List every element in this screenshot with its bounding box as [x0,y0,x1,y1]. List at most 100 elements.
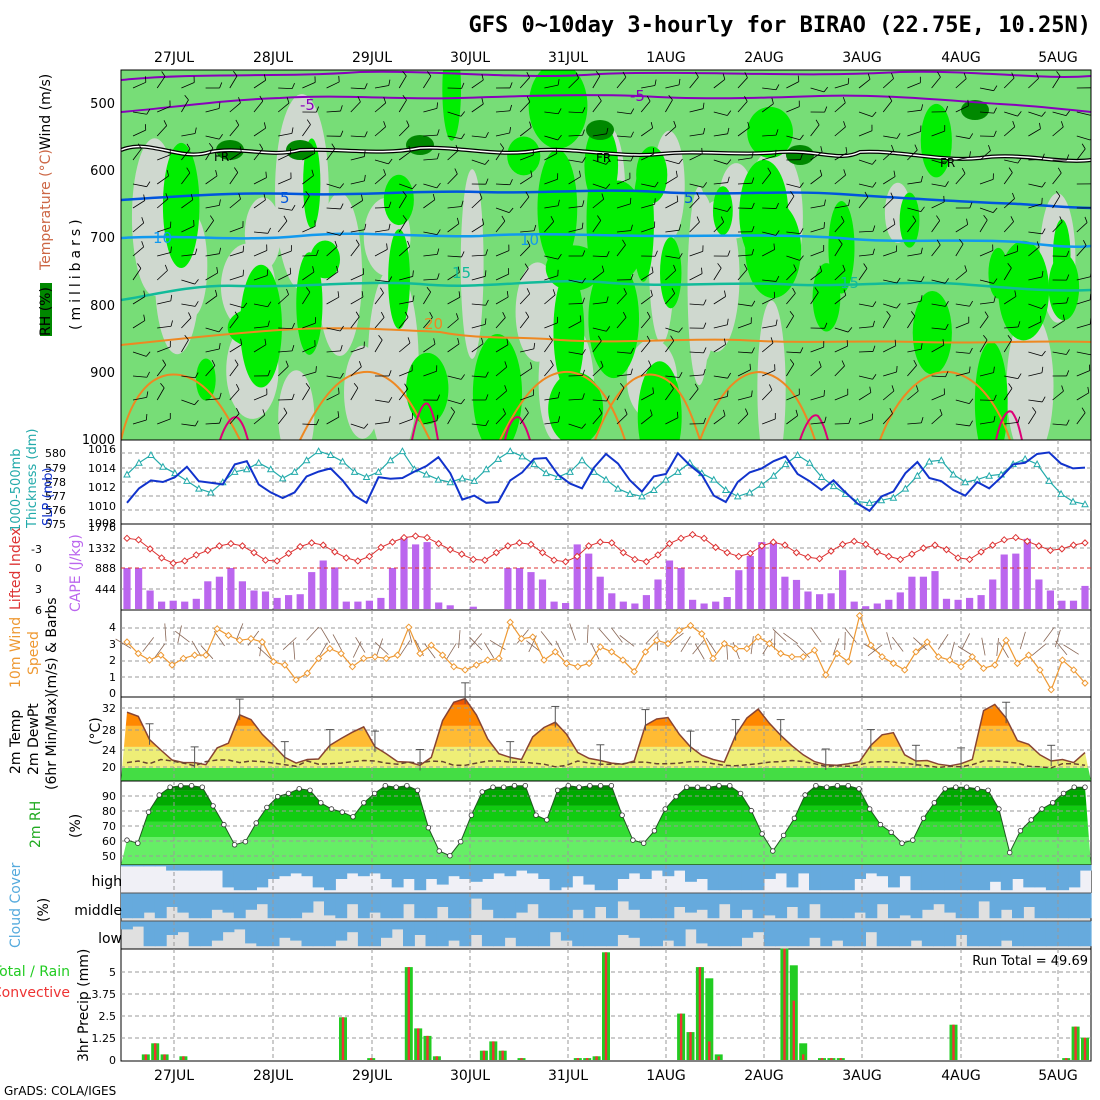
cloud-cell-low [425,921,438,947]
barb-flag [194,127,197,134]
wind-barb [253,370,271,377]
barb-flag [703,417,707,424]
wind-speed-point [348,662,357,671]
cloud-cell-high [899,865,912,877]
barb-flag [526,288,531,294]
cloud-cell-low [233,921,246,930]
barb-shaft [350,423,365,429]
barb-shaft [205,422,220,425]
barb-shaft [181,279,195,285]
wind-barb [181,167,191,185]
thickness-point [326,451,335,459]
wind-barb [810,287,819,305]
rh-point [824,784,830,790]
wind-barb [665,94,673,113]
barb-shaft [737,303,752,307]
precip-conv-bar [604,952,608,1060]
barb-flag [504,361,508,368]
barb-flag [233,71,238,77]
wind-barb [229,119,240,137]
wind-barb [253,95,264,113]
wind-barb [689,267,703,281]
wind-speed-point [765,639,774,648]
thickness-point [614,484,622,492]
barb-shaft [471,303,486,306]
barb-flag [380,311,385,318]
cape-bar [469,606,477,609]
li-point [1069,541,1078,549]
wind-barb [713,372,731,379]
wind-barb [1052,385,1064,401]
barb-shaft [665,270,676,281]
barb-flag [402,95,407,101]
barb-shaft [1028,203,1042,209]
thickness-point [781,460,790,468]
barb-shaft [471,224,484,233]
wind-barb [229,245,244,257]
barb-shaft [495,296,509,305]
rh-point [554,787,561,793]
wind-barb [326,240,338,257]
barb-flag [1061,385,1064,392]
barb-shaft [229,275,244,281]
barb-shaft [858,392,872,401]
wind-barb [1076,206,1091,209]
barb-flag [436,229,441,235]
wind-barb [1003,216,1014,233]
wind-barb [931,158,950,165]
wind-barb [326,372,344,379]
wind-barb [1052,154,1070,161]
rh-point [867,806,873,812]
barb-shaft [762,418,776,425]
moist-air-region [553,271,585,392]
wind10-barb [680,636,691,653]
barb-flag [605,183,611,189]
barb-flag [1010,216,1014,222]
barb-shaft [931,159,946,165]
barb-shaft [471,375,486,378]
barb-shaft [713,267,722,281]
thickness-point [135,458,143,466]
barb-flag [313,147,316,154]
wind-barb [447,291,461,305]
cloud-cell-middle [797,893,810,919]
wind-barb [762,291,776,305]
wind-barb [883,245,898,257]
wind-barb [350,83,368,90]
barb-flag [526,96,531,102]
cloud-cell-high [673,865,686,871]
barb-shaft [786,269,797,281]
barb-shaft [955,243,964,257]
barb-flag [606,127,609,134]
wind-barb [931,323,949,330]
thickness-point [769,471,778,479]
barb-shaft [398,219,407,233]
barb-shaft [253,79,266,89]
barb-shaft [495,183,511,186]
rh-point [608,783,615,789]
cloud-cell-high [200,865,212,871]
barb-shaft [786,255,800,261]
temp-label-3: (6hr Min/Max) [44,693,60,790]
wind-speed-point [416,649,424,658]
wind-barb [810,390,825,401]
wind-speed-point [788,653,796,661]
wind-barb [883,339,897,353]
wind-barb [810,265,823,281]
barb-flag [703,322,707,329]
barb-shaft [302,175,314,185]
cape-bar [146,590,154,609]
barb-shaft [1028,78,1039,89]
cloud-cell-middle [594,893,607,907]
cloud-cell-low [414,921,427,935]
barb-flag [797,75,800,82]
barb-shaft [302,371,316,377]
barb-flag [601,193,605,200]
thickness-point [709,475,718,483]
wind10-barb [645,630,659,645]
moist-air-region [747,106,793,158]
barb-flag [239,146,242,153]
barb-flag [555,147,558,154]
cloud-cell-high [222,865,235,888]
barb-shaft [326,296,340,305]
